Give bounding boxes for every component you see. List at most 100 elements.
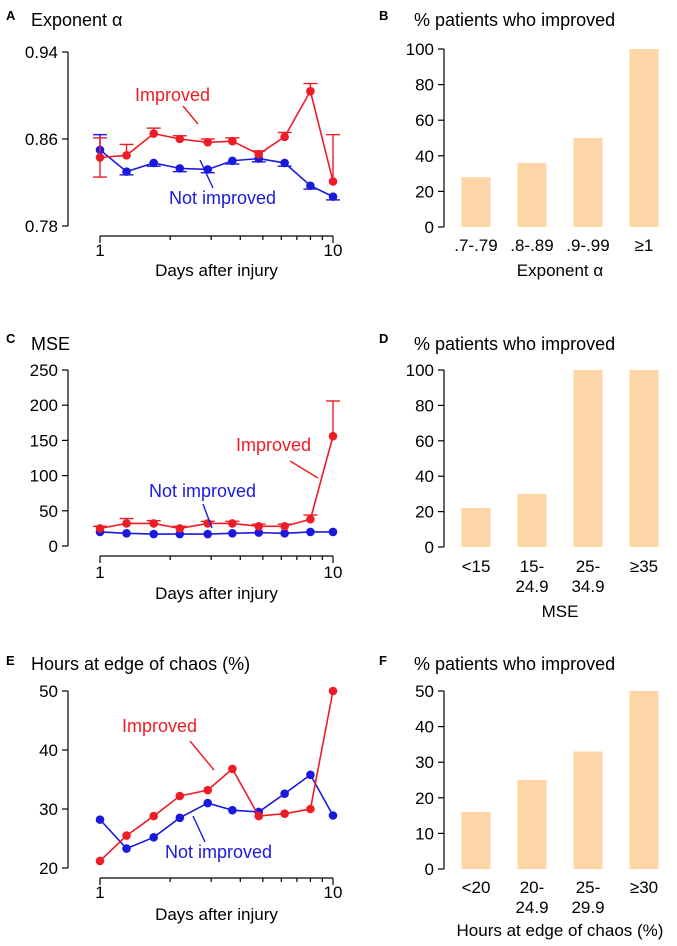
- x-tick-label: .9-.99: [566, 236, 609, 255]
- data-point: [95, 856, 105, 866]
- series-line: [99, 435, 334, 530]
- x-tick-label: 25-34.9: [571, 557, 604, 596]
- y-tick-label: 0.78: [25, 217, 58, 236]
- chart-title: % patients who improved: [414, 654, 615, 674]
- panel-label: E: [6, 653, 15, 668]
- panel-label: F: [379, 653, 387, 668]
- y-tick-label: 20: [39, 859, 58, 878]
- y-tick-label: 50: [39, 682, 58, 701]
- legend-leader-improved: [289, 460, 319, 479]
- data-point: [306, 527, 315, 537]
- panel-B: B % patients who improved 0 20 40 60 80 100 .7-.…: [379, 8, 659, 280]
- legend-leader-not-improved: [199, 159, 214, 189]
- data-point: [328, 177, 338, 186]
- y-tick-label: 150: [30, 431, 58, 450]
- legend-leader-not-improved: [202, 503, 213, 529]
- data-point: [280, 521, 289, 531]
- data-point: [203, 529, 213, 539]
- data-point: [306, 86, 315, 96]
- data-point: [254, 149, 264, 159]
- bar: [461, 177, 491, 227]
- y-tick-label: 40: [415, 718, 434, 737]
- data-point: [228, 805, 237, 815]
- x-tick-label: ≥30: [630, 878, 658, 897]
- x-tick-label: 1: [95, 883, 104, 902]
- y-tick-label: 250: [30, 361, 58, 380]
- data-point: [175, 164, 185, 173]
- data-point: [122, 151, 131, 160]
- x-axis-label: Days after injury: [155, 261, 278, 280]
- x-axis-label: Exponent α: [517, 261, 604, 280]
- data-point: [328, 431, 338, 441]
- data-point: [228, 136, 237, 146]
- y-tick-label: 0.86: [25, 130, 58, 149]
- legend-leader-improved: [182, 105, 199, 125]
- data-point: [175, 791, 185, 801]
- y-tick-label: 0: [425, 538, 434, 557]
- legend-label-not-improved: Not improved: [169, 188, 276, 208]
- data-point: [306, 514, 315, 524]
- x-tick-label: 20-24.9: [515, 878, 548, 917]
- data-point: [149, 519, 158, 528]
- y-tick-label: 10: [415, 824, 434, 843]
- data-point: [175, 524, 185, 533]
- legend-label-improved: Improved: [122, 716, 197, 736]
- bar: [517, 493, 547, 547]
- chart-title: % patients who improved: [414, 334, 615, 354]
- panel-D: D % patients who improved 0 20 40 60 80 100 <15 1…: [379, 331, 659, 621]
- series-improved: [93, 82, 340, 186]
- y-tick-label: 80: [415, 76, 434, 95]
- data-point: [95, 815, 105, 824]
- legend-label-not-improved: Not improved: [149, 481, 256, 501]
- y-tick-label: 100: [30, 467, 58, 486]
- bar: [517, 162, 547, 227]
- data-point: [149, 811, 158, 821]
- x-axis-label: Days after injury: [155, 584, 278, 603]
- data-point: [122, 519, 131, 528]
- x-tick-label: .8-.89: [510, 236, 553, 255]
- data-point: [122, 167, 131, 176]
- panel-label: B: [379, 8, 388, 23]
- data-point: [306, 770, 315, 780]
- data-point: [149, 129, 158, 138]
- x-tick-label: 15-24.9: [515, 557, 548, 596]
- x-axis-label: Days after injury: [155, 905, 278, 924]
- y-tick-label: 60: [415, 432, 434, 451]
- x-tick-label: 10: [324, 563, 343, 582]
- data-point: [122, 529, 131, 538]
- series-not-improved: [95, 770, 338, 853]
- data-point: [328, 686, 338, 696]
- y-tick-label: 80: [415, 396, 434, 415]
- y-tick-label: 40: [39, 741, 58, 760]
- data-point: [306, 181, 315, 191]
- panel-A: A Exponent α 0.78 0.86 0.94 1 10 Days after inj…: [6, 8, 342, 280]
- panel-label: C: [6, 331, 16, 346]
- y-tick-label: 20: [415, 503, 434, 522]
- x-tick-label: ≥1: [635, 236, 654, 255]
- data-point: [306, 804, 315, 814]
- panel-label: D: [379, 331, 388, 346]
- x-tick-label: 1: [95, 563, 104, 582]
- panel-label: A: [6, 8, 16, 23]
- chart-title: Exponent α: [31, 10, 122, 30]
- bar: [573, 138, 603, 227]
- y-tick-label: 100: [406, 361, 434, 380]
- data-point: [228, 156, 237, 166]
- x-tick-label: 10: [324, 241, 343, 260]
- legend-leader-not-improved: [192, 815, 206, 843]
- data-point: [254, 811, 264, 821]
- data-point: [149, 158, 158, 168]
- bar: [517, 780, 547, 869]
- y-tick-label: 0: [425, 860, 434, 879]
- data-point: [280, 529, 289, 538]
- data-point: [280, 132, 289, 142]
- series-improved: [95, 686, 338, 866]
- y-tick-label: 50: [415, 682, 434, 701]
- x-tick-label: 10: [324, 883, 343, 902]
- bar: [461, 812, 491, 869]
- data-point: [203, 137, 213, 147]
- data-point: [95, 524, 105, 533]
- data-point: [328, 811, 338, 820]
- chart-title: MSE: [31, 334, 70, 354]
